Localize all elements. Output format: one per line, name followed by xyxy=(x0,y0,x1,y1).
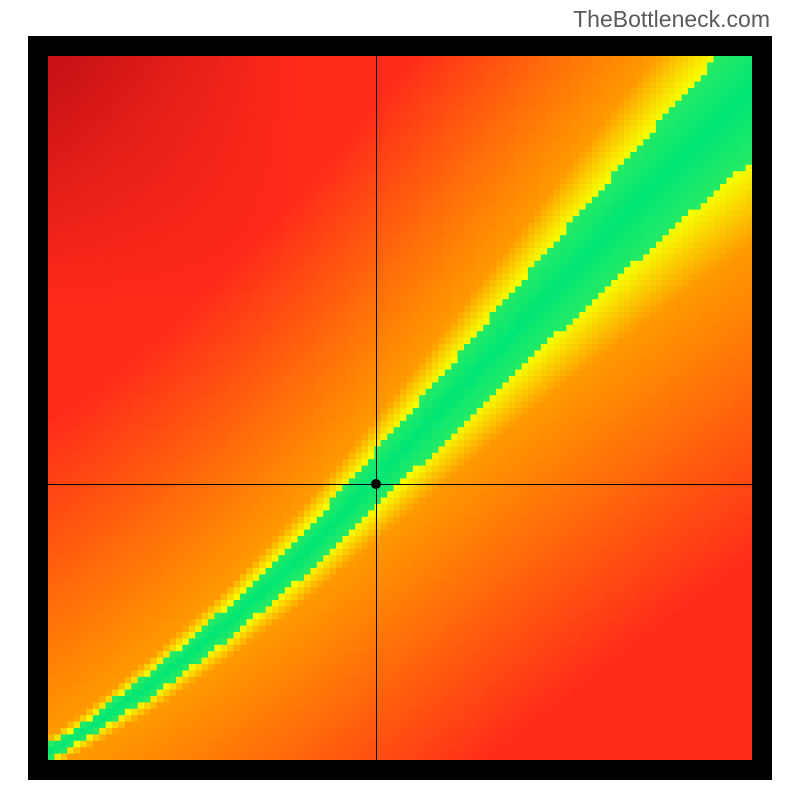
watermark-text: TheBottleneck.com xyxy=(573,6,770,33)
crosshair-horizontal xyxy=(48,484,752,485)
crosshair-marker xyxy=(371,479,381,489)
heatmap-svg xyxy=(48,56,752,760)
plot-canvas xyxy=(48,56,752,760)
image-root: TheBottleneck.com xyxy=(0,0,800,800)
crosshair-vertical xyxy=(376,56,377,760)
plot-frame xyxy=(28,36,772,780)
